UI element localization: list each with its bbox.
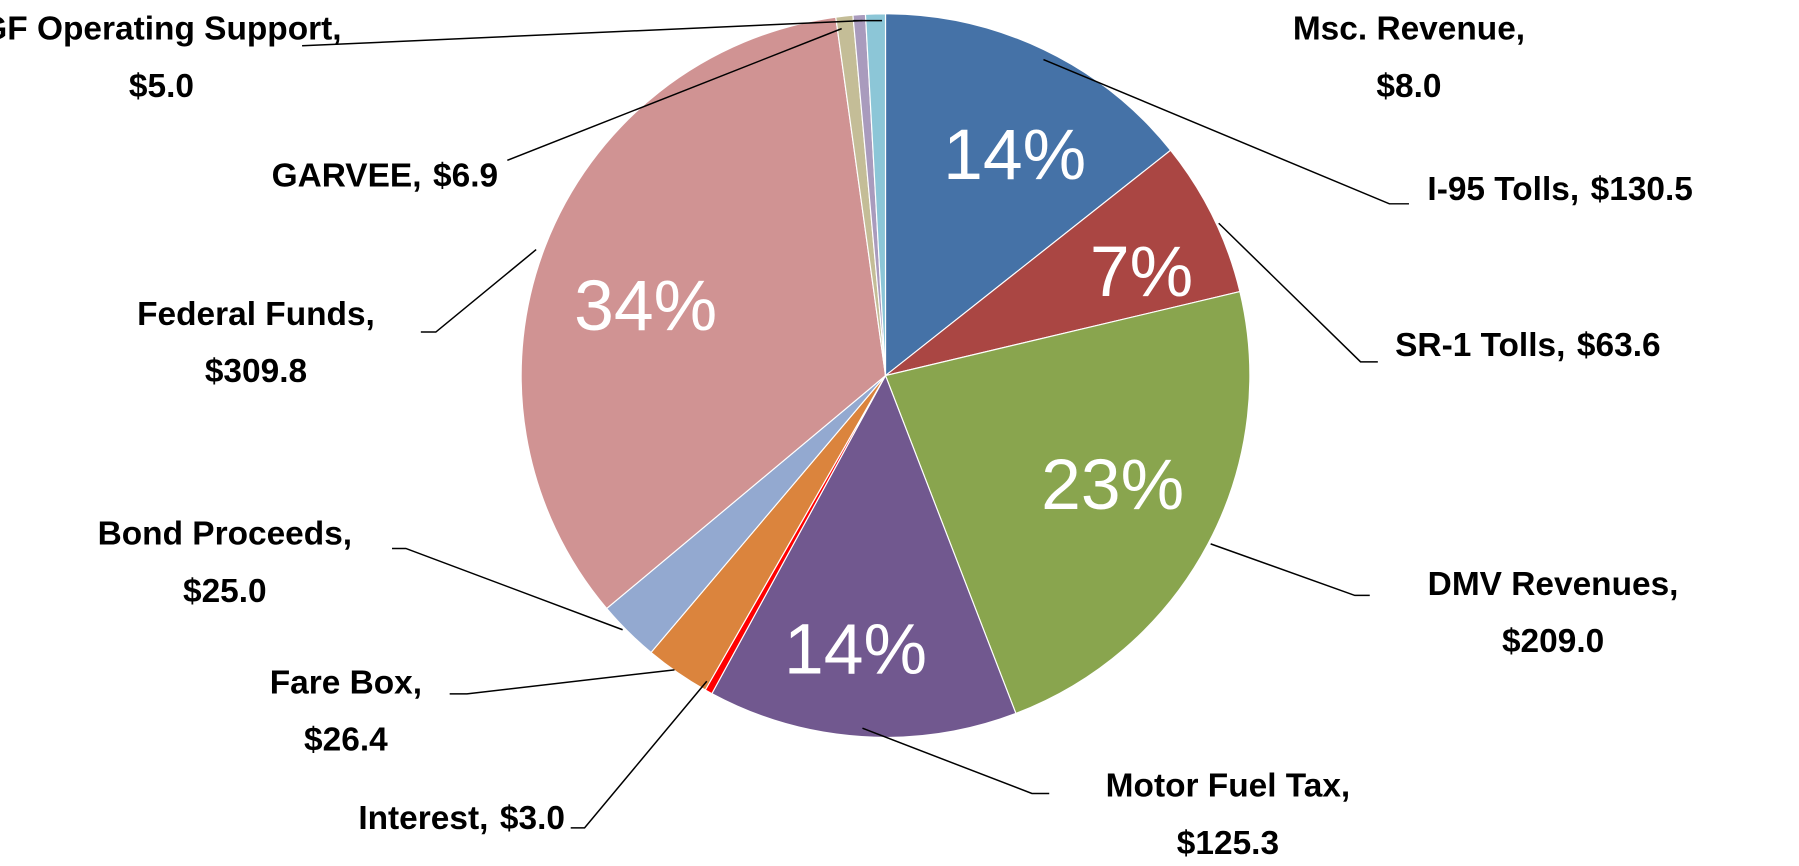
value-label: $8.0 [1376,68,1441,105]
leader-line [420,249,537,333]
percent-label: 14% [784,611,927,690]
leader-line [507,27,842,161]
value-label: $3.0 [500,800,565,837]
leader-line [862,727,1050,795]
leader-line [449,669,675,695]
value-label: $26.4 [304,722,388,759]
percent-label: 34% [574,267,717,346]
percent-label: 23% [1041,446,1184,525]
value-label: $6.9 [433,157,498,194]
slice-label: Interest, [358,800,488,837]
slice-label: Bond Proceeds, [98,516,352,553]
slice-label: DMV Revenues, [1428,566,1679,603]
slice-label: Federal Funds, [137,296,375,333]
leader-line [1210,543,1370,597]
leader-line [302,19,863,47]
slice-label: GARVEE, [272,157,422,194]
percent-label: 7% [1090,233,1193,312]
leader-line [1218,222,1378,363]
chart-area: I-95 Tolls, $130.5 14% SR-1 Tolls, $63.6 7% DM… [0,11,1693,862]
slice-label-group: SR-1 Tolls, $63.6 [1395,327,1660,364]
slice-label: Motor Fuel Tax, [1106,768,1351,805]
slice-label-group: Interest, $3.0 [358,800,565,837]
slice-label: Msc. Revenue, [1293,11,1525,48]
slice-label: I-95 Tolls, [1427,171,1579,208]
value-label: $309.8 [205,353,307,390]
slice-label-group: GARVEE, $6.9 [272,157,498,194]
pie-slice [520,16,887,610]
leader-line [570,680,708,829]
pie-slice [884,290,1251,715]
value-label: $209.0 [1502,623,1604,660]
value-label: $25.0 [183,573,267,610]
slice-label: SR-1 Tolls, [1395,327,1565,364]
pie-slice [864,13,887,376]
percent-label: 14% [943,116,1086,195]
pie-slice [711,374,1017,738]
slice-label: Fare Box, [270,665,422,702]
leader-line [392,547,623,631]
value-label: $5.0 [129,68,194,105]
value-label: $130.5 [1591,171,1693,208]
pie-slice [884,13,1172,377]
value-label: $125.3 [1177,825,1279,862]
value-label: $63.6 [1577,327,1661,364]
pie-slice [885,149,1241,377]
slice-label-group: I-95 Tolls, $130.5 [1427,171,1692,208]
leader-line [1043,58,1409,205]
slice-label: GF Operating Support, [0,11,342,48]
